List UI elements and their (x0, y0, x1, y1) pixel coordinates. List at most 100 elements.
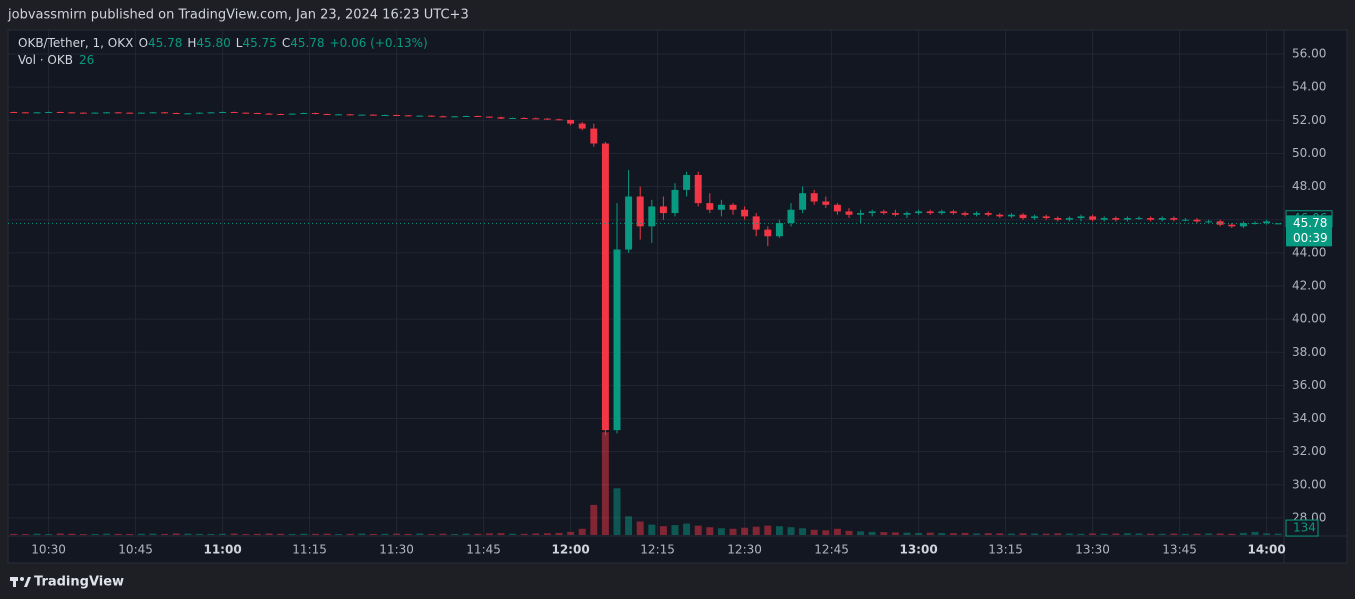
volume-bar (253, 533, 261, 535)
volume-bar (659, 526, 667, 535)
volume-bar (323, 533, 331, 535)
candle-body (462, 115, 470, 117)
candle-body (1077, 216, 1085, 219)
candle-body (1251, 223, 1259, 225)
volume-bar (996, 533, 1004, 535)
volume-bar (590, 504, 598, 535)
candle-body (1158, 218, 1166, 220)
volume-bar (601, 432, 609, 535)
candle-body (451, 116, 459, 118)
volume-bar (381, 533, 389, 535)
x-tick-label: 14:00 (1247, 543, 1285, 557)
volume-bar (195, 533, 203, 535)
volume-bar (1239, 532, 1247, 535)
candle-body (1239, 223, 1247, 227)
candle-body (335, 114, 343, 116)
candle-body (590, 128, 598, 144)
candle-body (103, 112, 111, 114)
candle-body (509, 117, 517, 119)
volume-bar (474, 533, 482, 535)
candle-body (613, 249, 621, 431)
volume-bar (10, 533, 18, 535)
candle-body (1089, 216, 1097, 220)
candle-body (416, 115, 424, 117)
volume-bar (949, 533, 957, 535)
volume-bar (172, 533, 180, 535)
volume-bar (938, 533, 946, 535)
plot: 28.0030.0032.0034.0036.0038.0040.0042.00… (8, 30, 1333, 557)
candle-body (996, 214, 1004, 217)
volume-bar (45, 533, 53, 535)
candle-body (45, 112, 53, 114)
volume-bar (288, 533, 296, 535)
candle-body (949, 211, 957, 214)
volume-bar (520, 533, 528, 535)
volume-bar (126, 534, 134, 535)
candle-body (427, 115, 435, 117)
candle-body (1031, 216, 1039, 219)
candle-body (369, 114, 377, 116)
candle-body (393, 114, 401, 116)
volume-bar (903, 532, 911, 535)
legend-change: +0.06 (+0.13%) (330, 36, 428, 50)
volume-bar (1019, 533, 1027, 535)
candle-body (10, 112, 18, 114)
volume-bar (1123, 533, 1131, 535)
candle-body (810, 193, 818, 202)
volume-bar (346, 533, 354, 535)
volume-bar (764, 525, 772, 535)
volume-bar (1031, 533, 1039, 535)
candle-body (242, 112, 250, 114)
volume-bar (1054, 533, 1062, 535)
candle-body (706, 203, 714, 210)
candle-body (891, 213, 899, 215)
volume-bar (149, 533, 157, 535)
x-tick-label: 13:00 (899, 543, 937, 557)
volume-bar (393, 533, 401, 535)
candle-body (973, 213, 981, 215)
y-tick-label: 56.00 (1292, 47, 1326, 61)
candle-body (520, 117, 528, 119)
volume-bar (578, 528, 586, 535)
candle-body (903, 213, 911, 215)
y-tick-label: 44.00 (1292, 245, 1326, 259)
volume-bar (91, 533, 99, 535)
legend-label: O (139, 36, 148, 50)
volume-bar (416, 533, 424, 535)
volume-bar (277, 533, 285, 535)
volume-bar (555, 532, 563, 535)
volume-bar (613, 488, 621, 535)
volume-bar (1077, 533, 1085, 535)
candle-body (114, 112, 122, 114)
candle-body (253, 113, 261, 115)
candle-body (439, 116, 447, 118)
candle-body (868, 211, 876, 214)
candle-body (555, 119, 563, 121)
last-price-label: 45.78 (1293, 216, 1327, 230)
brand-logo (10, 577, 31, 587)
candle-body (68, 112, 76, 114)
volume-bar (114, 533, 122, 535)
countdown-label: 00:39 (1293, 231, 1328, 245)
candle-body (880, 211, 888, 214)
volume-bar (1228, 533, 1236, 535)
candle-body (659, 206, 667, 214)
candle-body (938, 211, 946, 214)
volume-bar (961, 532, 969, 535)
volume-bar (810, 529, 818, 535)
x-tick-label: 12:15 (640, 543, 675, 557)
y-tick-label: 38.00 (1292, 345, 1326, 359)
volume-bar (891, 532, 899, 535)
legend-value: 45.80 (196, 36, 230, 50)
volume-bar (451, 533, 459, 535)
candle-body (961, 213, 969, 215)
candle-body (346, 114, 354, 116)
y-tick-label: 34.00 (1292, 411, 1326, 425)
candle-body (857, 213, 865, 215)
y-tick-label: 36.00 (1292, 378, 1326, 392)
volume-bar (358, 533, 366, 535)
y-tick-label: 42.00 (1292, 278, 1326, 292)
volume-bar (311, 533, 319, 535)
